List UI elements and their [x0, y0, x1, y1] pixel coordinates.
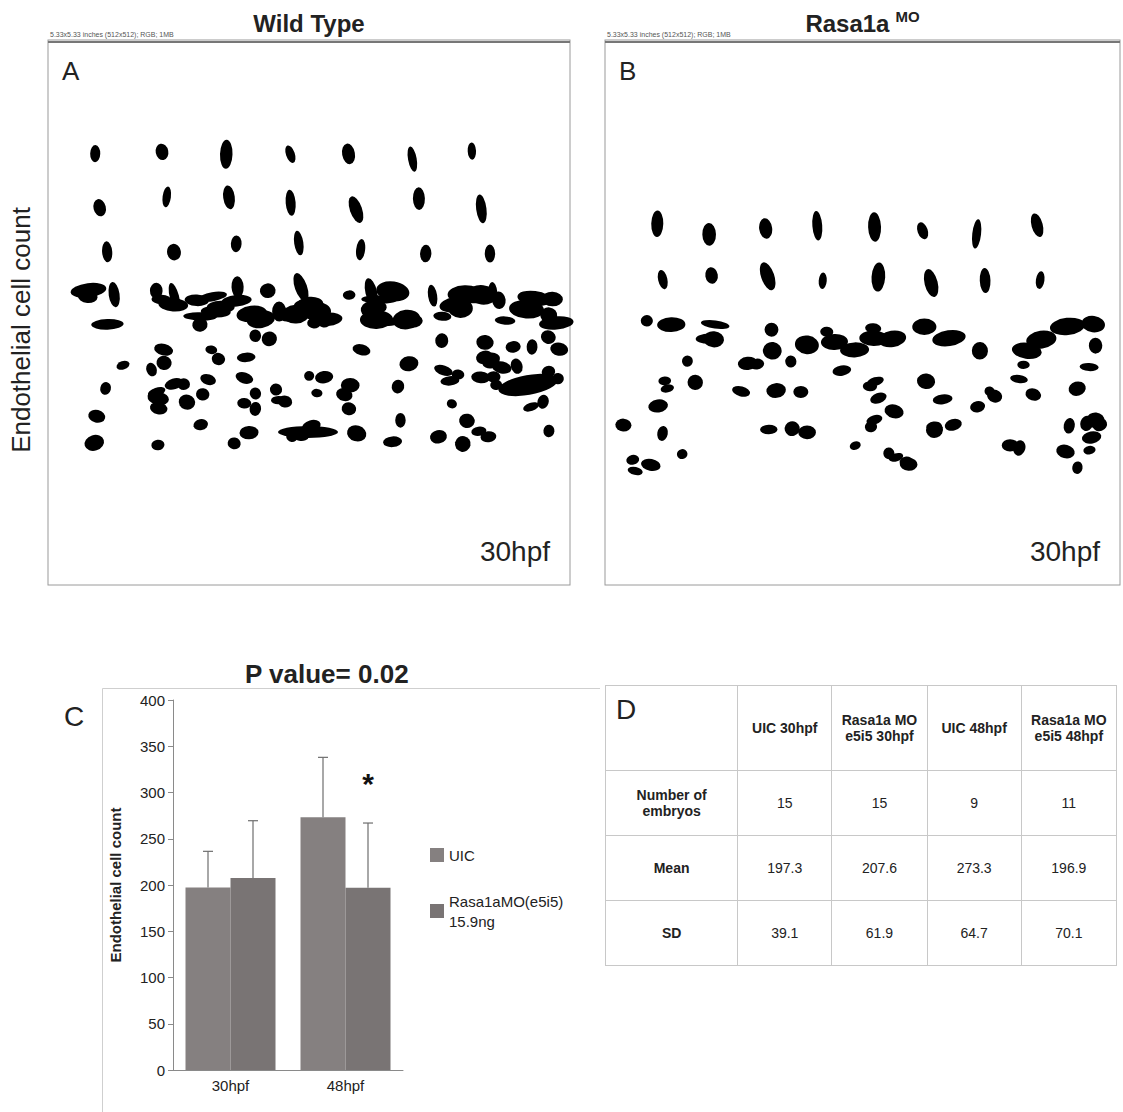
html-text:UIC 30hpf: UIC 30hpf	[752, 720, 818, 736]
svg-text:30hpf: 30hpf	[480, 536, 550, 567]
svg-text:Rasa1aMO: Rasa1aMO	[805, 8, 920, 37]
html-text:273.3: 273.3	[956, 860, 992, 876]
html-text:Rasa1a MO e5i5 48hpf: Rasa1a MO e5i5 48hpf	[1031, 712, 1107, 744]
html-text:207.6: 207.6	[861, 860, 897, 876]
html-text:11: 11	[1061, 795, 1077, 811]
html-text:Rasa1a MO e5i5 30hpf: Rasa1a MO e5i5 30hpf	[841, 712, 918, 744]
svg-text:Endothelial cell count: Endothelial cell count	[6, 206, 36, 452]
svg-text:200: 200	[140, 877, 165, 894]
html-text:Mean: Mean	[653, 860, 690, 876]
svg-text:150: 150	[140, 923, 165, 940]
svg-text:250: 250	[140, 830, 165, 847]
svg-text:48hpf: 48hpf	[327, 1077, 365, 1094]
svg-text:15.9ng: 15.9ng	[449, 913, 495, 930]
html-text:UIC 48hpf: UIC 48hpf	[941, 720, 1007, 736]
svg-text:0: 0	[157, 1062, 165, 1079]
html-text:D: D	[616, 694, 637, 725]
svg-text:B: B	[619, 56, 636, 86]
html-text:61.9: 61.9	[865, 925, 894, 941]
svg-text:400: 400	[140, 692, 165, 709]
svg-text:5.33x5.33 inches (512x512); RG: 5.33x5.33 inches (512x512); RGB; 1MB	[607, 31, 731, 39]
html-text:SD: SD	[661, 925, 682, 941]
svg-text:30hpf: 30hpf	[1030, 536, 1100, 567]
html-text:15: 15	[871, 795, 888, 811]
svg-text:30hpf: 30hpf	[212, 1077, 250, 1094]
html-text:Number of embryos: Number of embryos	[636, 787, 707, 819]
svg-text:P value= 0.02: P value= 0.02	[245, 659, 409, 689]
svg-text:Rasa1aMO(e5i5): Rasa1aMO(e5i5)	[449, 893, 563, 910]
html-text:196.9: 196.9	[1051, 860, 1087, 876]
svg-text:UIC: UIC	[449, 847, 475, 864]
svg-text:Wild Type: Wild Type	[253, 10, 364, 37]
svg-text:*: *	[362, 767, 374, 800]
svg-text:5.33x5.33 inches (512x512); RG: 5.33x5.33 inches (512x512); RGB; 1MB	[50, 31, 174, 39]
html-text:70.1: 70.1	[1055, 925, 1083, 941]
svg-text:350: 350	[140, 738, 165, 755]
svg-text:A: A	[62, 56, 80, 86]
svg-text:50: 50	[148, 1015, 165, 1032]
svg-text:C: C	[64, 701, 84, 732]
html-text:64.7: 64.7	[960, 925, 988, 941]
svg-text:300: 300	[140, 784, 165, 801]
svg-text:Endothelial cell count: Endothelial cell count	[107, 807, 124, 962]
html-text:9: 9	[970, 795, 978, 811]
html-text:39.1: 39.1	[771, 925, 799, 941]
html-text:197.3: 197.3	[767, 860, 803, 876]
html-text:15: 15	[777, 795, 793, 811]
svg-text:100: 100	[140, 969, 165, 986]
